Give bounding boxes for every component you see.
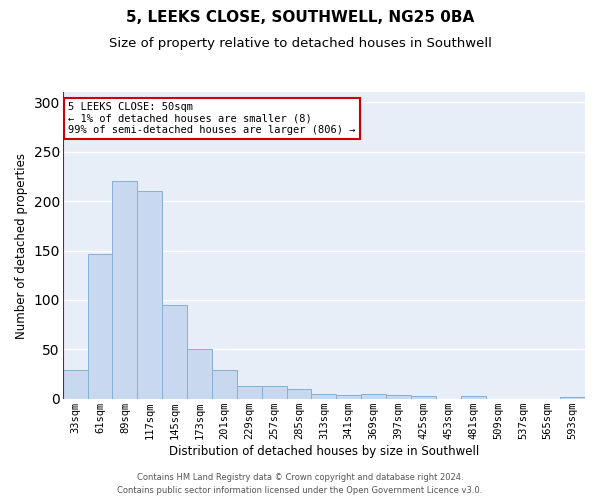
Bar [361, 394, 386, 398]
Bar [187, 350, 212, 399]
Bar [386, 394, 411, 398]
Bar [560, 396, 585, 398]
Text: Contains HM Land Registry data © Crown copyright and database right 2024.
Contai: Contains HM Land Registry data © Crown c… [118, 473, 482, 495]
Bar [237, 386, 262, 398]
Bar [212, 370, 237, 398]
Bar [461, 396, 485, 398]
Bar [162, 305, 187, 398]
Bar [63, 370, 88, 398]
Bar [336, 394, 361, 398]
Bar [112, 182, 137, 398]
Bar [88, 254, 112, 398]
Bar [287, 389, 311, 398]
Text: 5 LEEKS CLOSE: 50sqm
← 1% of detached houses are smaller (8)
99% of semi-detache: 5 LEEKS CLOSE: 50sqm ← 1% of detached ho… [68, 102, 355, 135]
Y-axis label: Number of detached properties: Number of detached properties [15, 152, 28, 338]
Bar [262, 386, 287, 398]
Bar [311, 394, 336, 398]
Bar [411, 396, 436, 398]
Text: 5, LEEKS CLOSE, SOUTHWELL, NG25 0BA: 5, LEEKS CLOSE, SOUTHWELL, NG25 0BA [126, 10, 474, 25]
Text: Size of property relative to detached houses in Southwell: Size of property relative to detached ho… [109, 38, 491, 51]
Bar [137, 192, 162, 398]
X-axis label: Distribution of detached houses by size in Southwell: Distribution of detached houses by size … [169, 444, 479, 458]
